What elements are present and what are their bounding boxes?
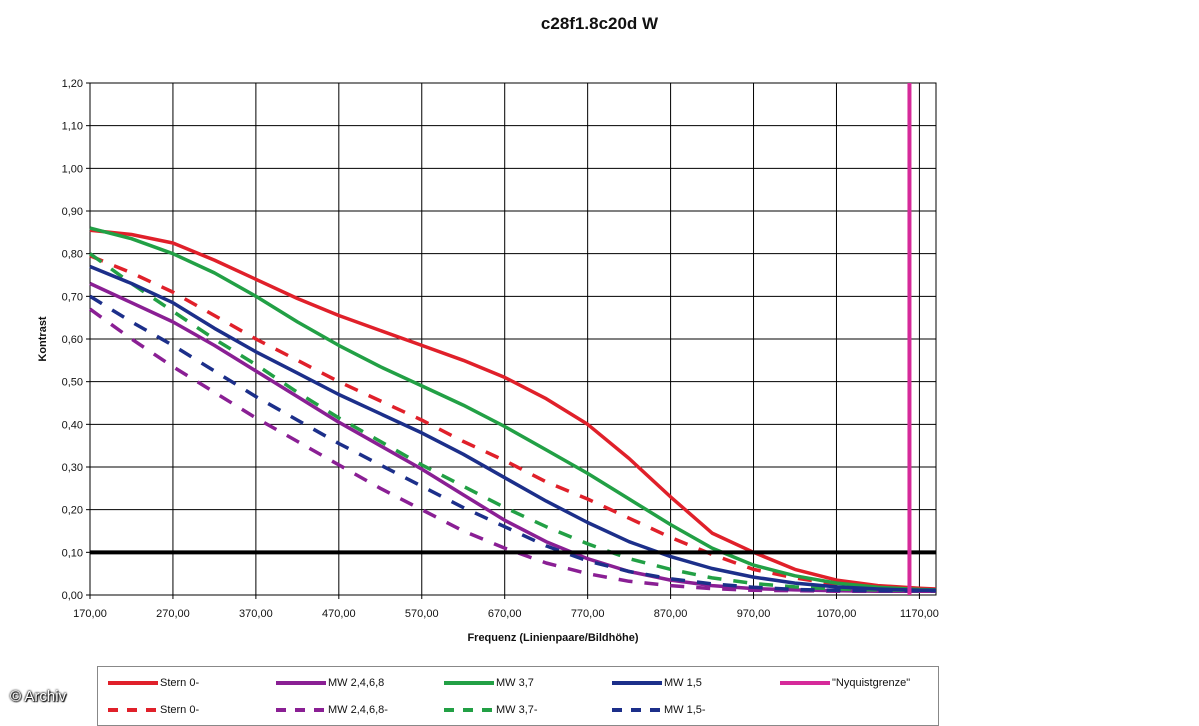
x-tick-label: 370,00 xyxy=(239,608,273,620)
y-tick-label: 0,80 xyxy=(62,249,83,261)
legend-swatch xyxy=(780,681,830,685)
y-tick-label: 1,00 xyxy=(62,163,83,175)
legend-label: MW 3,7- xyxy=(496,704,538,716)
legend-item: Stern 0- xyxy=(108,701,199,719)
x-tick-label: 570,00 xyxy=(405,608,439,620)
x-tick-label: 1170,00 xyxy=(900,608,939,620)
legend-item: "Nyquistgrenze" xyxy=(780,674,910,692)
y-tick-label: 0,70 xyxy=(62,291,83,303)
legend-label: MW 2,4,6,8 xyxy=(328,677,385,689)
legend-item: MW 1,5 xyxy=(612,674,702,692)
legend-swatch xyxy=(108,708,158,712)
x-tick-label: 470,00 xyxy=(322,608,356,620)
legend-label: "Nyquistgrenze" xyxy=(832,677,911,689)
x-tick-label: 1070,00 xyxy=(817,608,857,620)
chart-legend: Stern 0- MW 2,4,6,8 MW 3,7 MW 1,5 "Nyquistgr… xyxy=(97,666,939,726)
legend-item: MW 1,5- xyxy=(612,701,706,719)
x-tick-label: 270,00 xyxy=(156,608,190,620)
legend-item: Stern 0- xyxy=(108,674,199,692)
series-line xyxy=(89,294,936,593)
y-tick-label: 1,20 xyxy=(62,78,83,90)
legend-label: MW 3,7 xyxy=(496,677,534,689)
y-tick-label: 0,40 xyxy=(62,419,83,431)
y-axis-label: Kontrast xyxy=(37,316,49,362)
y-tick-label: 0,20 xyxy=(62,505,83,517)
chart-plot: 0,00 0,10 0,20 0,30 0,40 0,50 0,60 0,70 0,80 0,90… xyxy=(37,78,939,644)
legend-swatch xyxy=(276,681,326,685)
x-axis-label: Frequenz (Linienpaare/Bildhöhe) xyxy=(467,632,638,644)
x-tick-label: 870,00 xyxy=(654,608,688,620)
y-tick-label: 0,90 xyxy=(62,206,83,218)
legend-label: MW 1,5- xyxy=(664,704,706,716)
legend-label: MW 2,4,6,8- xyxy=(328,704,388,716)
series-line xyxy=(88,307,936,593)
series-line xyxy=(89,264,936,593)
y-tick-label: 0,00 xyxy=(62,590,83,602)
series-line xyxy=(89,226,937,592)
series-line xyxy=(89,228,937,591)
legend-item: MW 3,7 xyxy=(444,674,534,692)
series-line xyxy=(89,254,937,592)
legend-swatch xyxy=(612,708,662,712)
y-tick-label: 1,10 xyxy=(62,121,83,133)
x-tick-label: 970,00 xyxy=(737,608,771,620)
y-tick-label: 0,50 xyxy=(62,377,83,389)
legend-label: Stern 0- xyxy=(160,677,200,689)
series-line xyxy=(88,252,936,593)
x-tick-label: 770,00 xyxy=(571,608,605,620)
legend-swatch xyxy=(612,681,662,685)
legend-swatch xyxy=(444,708,494,712)
legend-swatch xyxy=(444,681,494,685)
legend-item: MW 3,7- xyxy=(444,701,538,719)
y-tick-label: 0,60 xyxy=(62,334,83,346)
legend-item: MW 2,4,6,8 xyxy=(276,674,384,692)
legend-label: Stern 0- xyxy=(160,704,200,716)
x-tick-label: 170,00 xyxy=(73,608,107,620)
legend-label: MW 1,5 xyxy=(664,677,702,689)
chart-title: c28f1.8c20d W xyxy=(540,14,659,33)
y-tick-label: 0,30 xyxy=(62,462,83,474)
x-tick-label: 670,00 xyxy=(488,608,522,620)
legend-swatch xyxy=(108,681,158,685)
copyright-label: © Archiv xyxy=(10,688,67,705)
legend-item: MW 2,4,6,8- xyxy=(276,701,388,719)
legend-swatch xyxy=(276,708,326,712)
series-line xyxy=(89,281,936,593)
y-tick-label: 0,10 xyxy=(62,547,83,559)
